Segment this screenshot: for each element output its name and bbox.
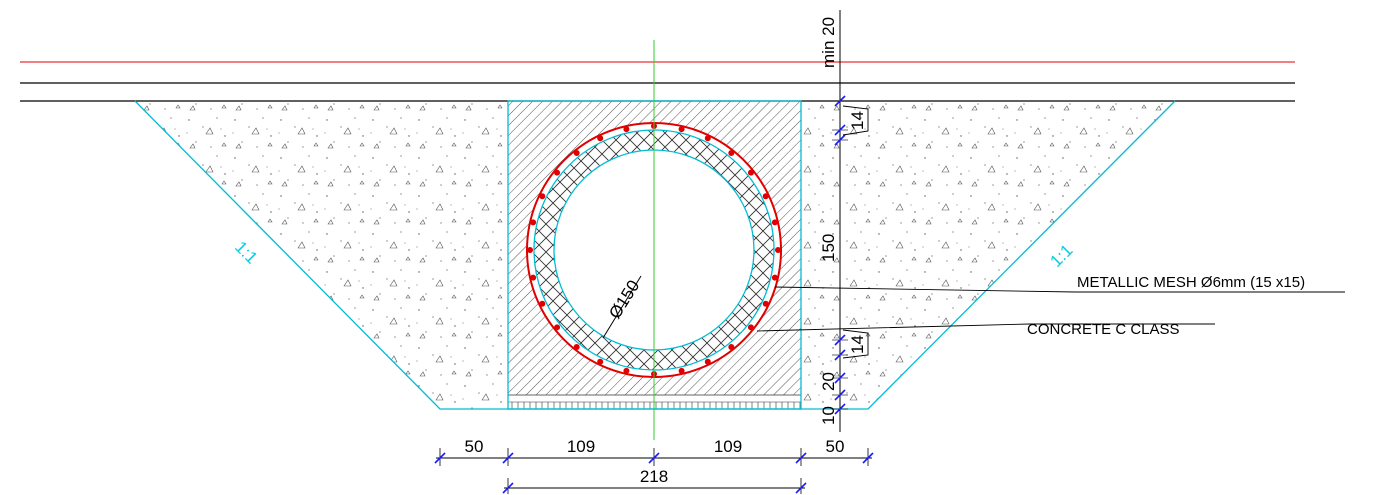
rebar-dot <box>597 135 604 142</box>
rebar-dot <box>678 367 685 374</box>
dimension-tick <box>648 452 660 464</box>
slope-label-left: 1:1 <box>231 237 261 267</box>
rebar-dot <box>747 324 754 331</box>
rebar-dot <box>539 300 546 307</box>
dimension-tick <box>862 452 874 464</box>
dim-total: 218 <box>640 467 668 486</box>
dim-bottom-encasement: 14 <box>848 335 867 354</box>
backfill-right <box>801 101 1175 409</box>
dimension-tick <box>434 452 446 464</box>
rebar-dot <box>728 150 735 157</box>
rebar-dot <box>597 358 604 365</box>
dim-right-side: 50 <box>826 437 845 456</box>
metallic-mesh-label: METALLIC MESH Ø6mm (15 x15) <box>1077 274 1305 291</box>
rebar-dot <box>747 169 754 176</box>
dim-top-encasement-flag <box>842 105 869 136</box>
horizontal-dimension-ticks <box>434 448 874 494</box>
dim-bedding: 20 <box>819 372 838 391</box>
rebar-dot <box>623 367 630 374</box>
dimension-tick <box>502 452 514 464</box>
rebar-dot <box>530 274 537 281</box>
rebar-dot <box>678 126 685 133</box>
dim-pipe: 150 <box>819 234 838 262</box>
rebar-dot <box>554 324 561 331</box>
dimension-tick <box>834 124 846 136</box>
rebar-dot <box>771 219 778 226</box>
dimension-tick <box>834 349 846 361</box>
dimension-tick <box>502 482 514 494</box>
dim-right-half: 109 <box>714 437 742 456</box>
mesh-leader <box>774 286 1345 293</box>
dim-bottom-encasement-flag <box>842 329 869 359</box>
concrete-label: CONCRETE C CLASS <box>1027 321 1180 338</box>
rebar-dot <box>728 343 735 350</box>
rebar-dot <box>527 247 533 253</box>
dim-left-half: 109 <box>567 437 595 456</box>
dim-top-encasement: 14 <box>848 111 867 130</box>
dimension-tick <box>834 372 846 384</box>
dimension-tick <box>834 403 846 415</box>
dimension-tick <box>834 134 846 146</box>
rebar-dot <box>704 358 711 365</box>
vertical-dimension-ticks <box>832 95 848 415</box>
rebar-dot <box>573 343 580 350</box>
rebar-dot <box>771 274 778 281</box>
dimension-tick <box>834 95 846 107</box>
rebar-dot <box>762 300 769 307</box>
dimension-tick <box>795 482 807 494</box>
backfill-left <box>135 101 508 409</box>
rebar-dot <box>573 150 580 157</box>
rebar-dot <box>704 135 711 142</box>
dim-min-cover: min 20 <box>819 17 838 68</box>
dim-base: 10 <box>819 406 838 425</box>
dimension-tick <box>795 452 807 464</box>
rebar-dot <box>554 169 561 176</box>
diameter-leader <box>602 275 642 339</box>
dimension-tick <box>834 389 846 401</box>
rebar-dot <box>539 193 546 200</box>
rebar-dot <box>623 126 630 133</box>
rebar-dots <box>527 123 781 377</box>
slope-label-right: 1:1 <box>1046 241 1076 271</box>
rebar-dot <box>530 219 537 226</box>
dimension-tick <box>834 334 846 346</box>
rebar-dot <box>762 193 769 200</box>
concrete-leader <box>756 323 1215 332</box>
dim-left-side: 50 <box>465 437 484 456</box>
rebar-dot <box>775 247 781 253</box>
